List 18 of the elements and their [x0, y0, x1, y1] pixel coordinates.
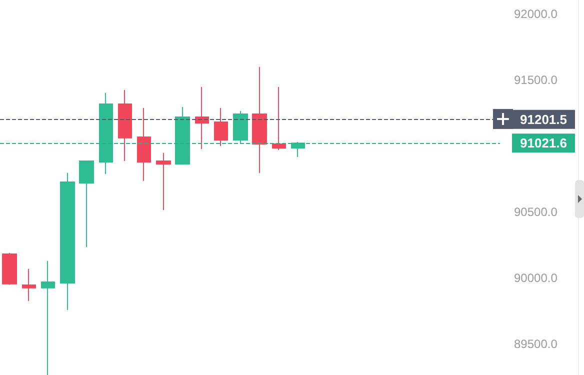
candlestick	[156, 152, 171, 211]
y-tick-label: 90000.0	[514, 270, 558, 285]
ref-line-label: 91021.6	[520, 136, 567, 151]
candlestick	[272, 86, 286, 150]
y-tick-label: 92000.0	[514, 6, 558, 21]
candlestick	[195, 86, 209, 150]
candlestick	[118, 90, 132, 162]
candlestick	[60, 172, 75, 311]
y-tick-label: 90500.0	[514, 204, 558, 219]
candlestick	[79, 160, 94, 248]
y-tick-label: 89500.0	[514, 336, 558, 351]
y-tick-label: 91500.0	[514, 72, 558, 87]
candlestick	[2, 252, 17, 286]
candlestick	[137, 107, 151, 182]
ref-line-label: 91201.5	[520, 112, 567, 127]
candlestick	[252, 66, 267, 174]
candlestick	[22, 268, 36, 302]
candlestick	[214, 107, 228, 146]
